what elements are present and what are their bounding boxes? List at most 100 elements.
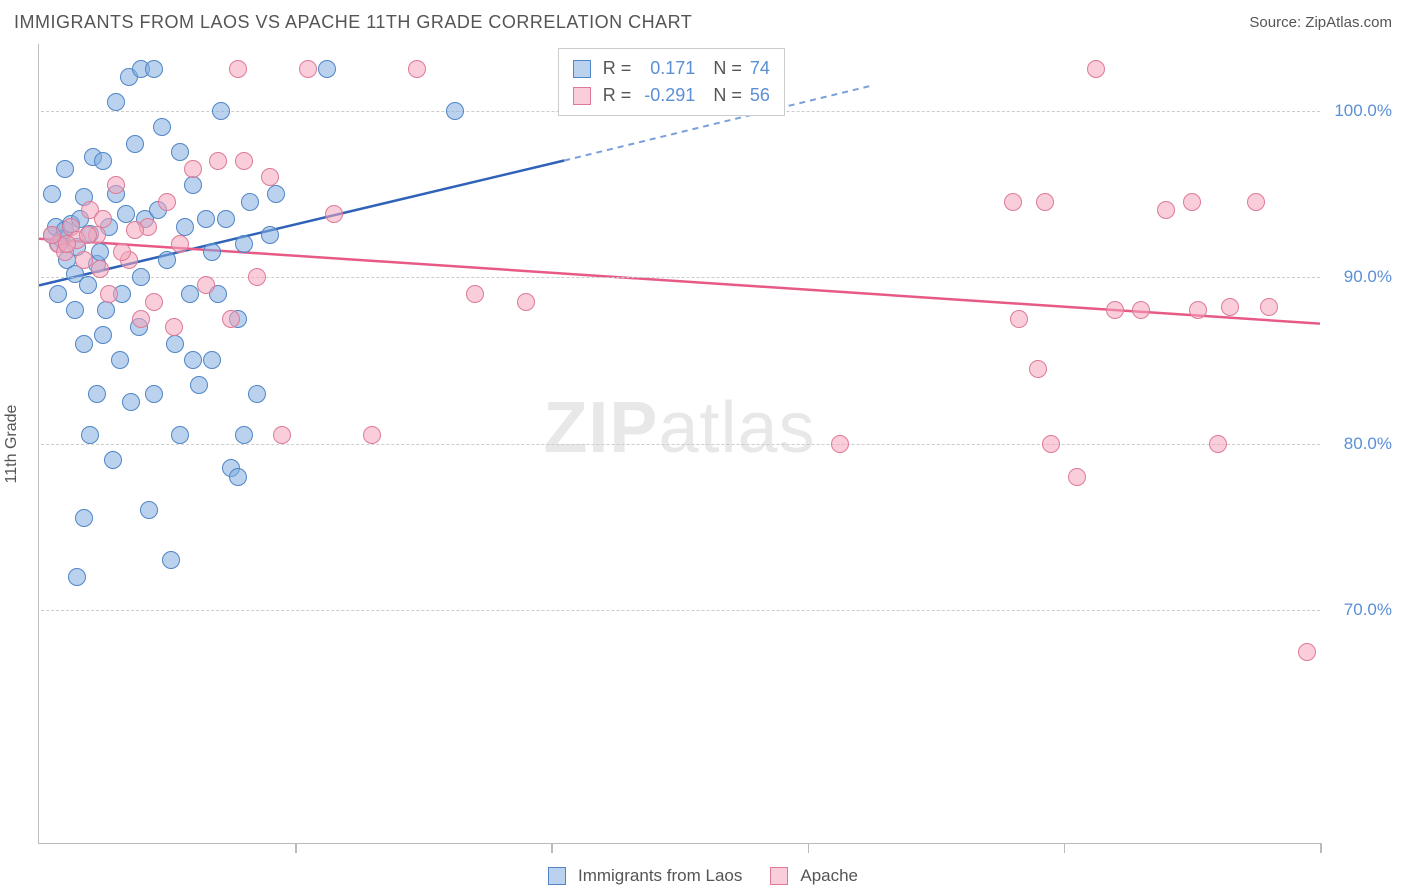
watermark-light: atlas [658,388,815,468]
marker-laos [75,509,93,527]
marker-apache [1068,468,1086,486]
marker-laos [97,301,115,319]
marker-laos [43,185,61,203]
stats-swatch-apache [573,87,591,105]
marker-laos [49,285,67,303]
marker-apache [113,243,131,261]
marker-apache [158,193,176,211]
marker-apache [466,285,484,303]
marker-apache [1221,298,1239,316]
bottom-legend: 0.0% Immigrants from Laos Apache 100.0% [0,866,1406,886]
gridline-h [41,444,1320,445]
legend-label-apache: Apache [800,866,858,886]
marker-apache [1010,310,1028,328]
marker-apache [75,251,93,269]
marker-laos [190,376,208,394]
marker-apache [1157,201,1175,219]
stats-n-label: N = [703,55,742,82]
marker-laos [91,243,109,261]
marker-laos [126,135,144,153]
marker-apache [229,60,247,78]
stats-n-value-laos: 74 [750,55,770,82]
legend-item-laos: Immigrants from Laos [548,866,742,886]
stats-n-label: N = [703,82,742,109]
marker-apache [363,426,381,444]
marker-apache [1087,60,1105,78]
marker-apache [325,205,343,223]
marker-laos [94,152,112,170]
marker-laos [446,102,464,120]
plot-area: ZIPatlas 70.0%80.0%90.0%100.0%R =0.171 N… [38,44,1320,844]
marker-laos [235,235,253,253]
marker-apache [100,285,118,303]
marker-apache [1209,435,1227,453]
marker-apache [273,426,291,444]
source-attribution: Source: ZipAtlas.com [1249,14,1392,31]
marker-apache [1106,301,1124,319]
y-axis-label: 11th Grade [3,405,21,484]
marker-apache [107,176,125,194]
stats-row-apache: R =-0.291 N = 56 [573,82,770,109]
marker-laos [162,551,180,569]
marker-apache [261,168,279,186]
marker-apache [831,435,849,453]
stats-box: R = 0.171 N = 74R =-0.291 N = 56 [558,48,785,116]
marker-laos [217,210,235,228]
x-tick [1320,843,1322,853]
marker-apache [171,235,189,253]
marker-laos [166,335,184,353]
marker-apache [1298,643,1316,661]
marker-laos [104,451,122,469]
x-tick [295,843,297,853]
marker-apache [184,160,202,178]
watermark-bold: ZIP [543,388,658,468]
marker-apache [145,293,163,311]
marker-laos [132,268,150,286]
marker-apache [91,260,109,278]
marker-apache [1132,301,1150,319]
x-tick [1064,843,1066,853]
marker-apache [517,293,535,311]
source-link[interactable]: ZipAtlas.com [1305,14,1392,31]
marker-laos [158,251,176,269]
marker-laos [79,276,97,294]
marker-apache [1189,301,1207,319]
legend-swatch-laos [548,867,566,885]
source-label: Source: [1249,14,1301,31]
marker-laos [241,193,259,211]
legend-label-laos: Immigrants from Laos [578,866,742,886]
y-tick-label: 70.0% [1326,600,1392,620]
marker-laos [267,185,285,203]
marker-apache [197,276,215,294]
chart-title: IMMIGRANTS FROM LAOS VS APACHE 11TH GRAD… [14,12,692,33]
marker-laos [153,118,171,136]
marker-apache [1183,193,1201,211]
stats-swatch-laos [573,60,591,78]
stats-r-value-laos: 0.171 [639,55,695,82]
marker-laos [111,351,129,369]
marker-laos [171,143,189,161]
marker-apache [1036,193,1054,211]
marker-laos [248,385,266,403]
marker-laos [197,210,215,228]
marker-laos [261,226,279,244]
marker-laos [145,60,163,78]
stats-r-label: R = [603,82,632,109]
marker-laos [235,426,253,444]
marker-apache [132,310,150,328]
marker-apache [126,221,144,239]
marker-laos [203,243,221,261]
marker-laos [203,351,221,369]
marker-laos [122,393,140,411]
marker-laos [107,93,125,111]
marker-apache [299,60,317,78]
marker-laos [176,218,194,236]
marker-laos [318,60,336,78]
marker-laos [66,301,84,319]
plot-area-wrap: 11th Grade ZIPatlas 70.0%80.0%90.0%100.0… [38,44,1392,844]
marker-apache [79,226,97,244]
marker-laos [184,351,202,369]
marker-apache [248,268,266,286]
legend-item-apache: Apache [770,866,858,886]
marker-laos [184,176,202,194]
